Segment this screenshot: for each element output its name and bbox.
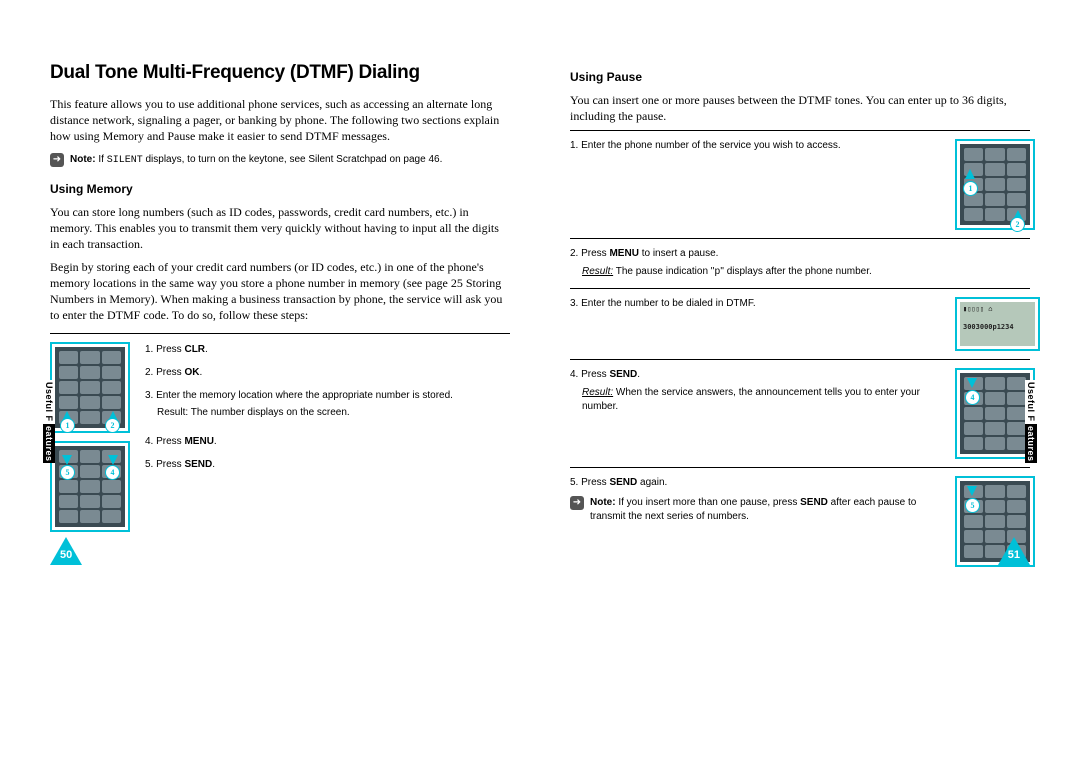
pause-intro: You can insert one or more pauses betwee…	[570, 92, 1030, 124]
step-3: 3. Enter the number to be dialed in DTMF…	[570, 288, 1030, 359]
note-icon: ➜	[50, 153, 64, 167]
step-5: 5. Press SEND again. ➜ Note: If you inse…	[570, 467, 1030, 575]
lcd-image: ▮▯▯▯▯ ⌂ 3003000p1234	[955, 297, 1040, 351]
step-1: 1. Enter the phone number of the service…	[570, 130, 1030, 238]
note-icon: ➜	[570, 496, 584, 510]
side-tab-left: Useful Features	[44, 380, 54, 463]
right-page: Using Pause You can insert one or more p…	[540, 40, 1030, 575]
note-prefix: Note:	[70, 154, 96, 165]
left-steps: 1. Press CLR. 2. Press OK. 3. Enter the …	[145, 342, 510, 532]
using-memory-heading: Using Memory	[50, 182, 510, 196]
memory-p1: You can store long numbers (such as ID c…	[50, 204, 510, 253]
keypad-image-2: 5 4	[50, 441, 130, 532]
step-2: 2. Press MENU to insert a pause. Result:…	[570, 238, 1030, 288]
left-page: Dual Tone Multi-Frequency (DTMF) Dialing…	[50, 40, 540, 575]
using-pause-heading: Using Pause	[570, 70, 1030, 84]
memory-p2: Begin by storing each of your credit car…	[50, 259, 510, 324]
page-num-right: 51	[1008, 549, 1020, 561]
side-tab-right: Useful Features	[1026, 380, 1036, 463]
keypad-image-1: 1 2	[50, 342, 130, 433]
page-num-left: 50	[60, 549, 72, 561]
step-4: 4. Press SEND. Result: When the service …	[570, 359, 1030, 467]
main-title: Dual Tone Multi-Frequency (DTMF) Dialing	[50, 62, 510, 84]
note-box: ➜ Note: If SILENT displays, to turn on t…	[50, 153, 510, 168]
intro-paragraph: This feature allows you to use additiona…	[50, 96, 510, 145]
